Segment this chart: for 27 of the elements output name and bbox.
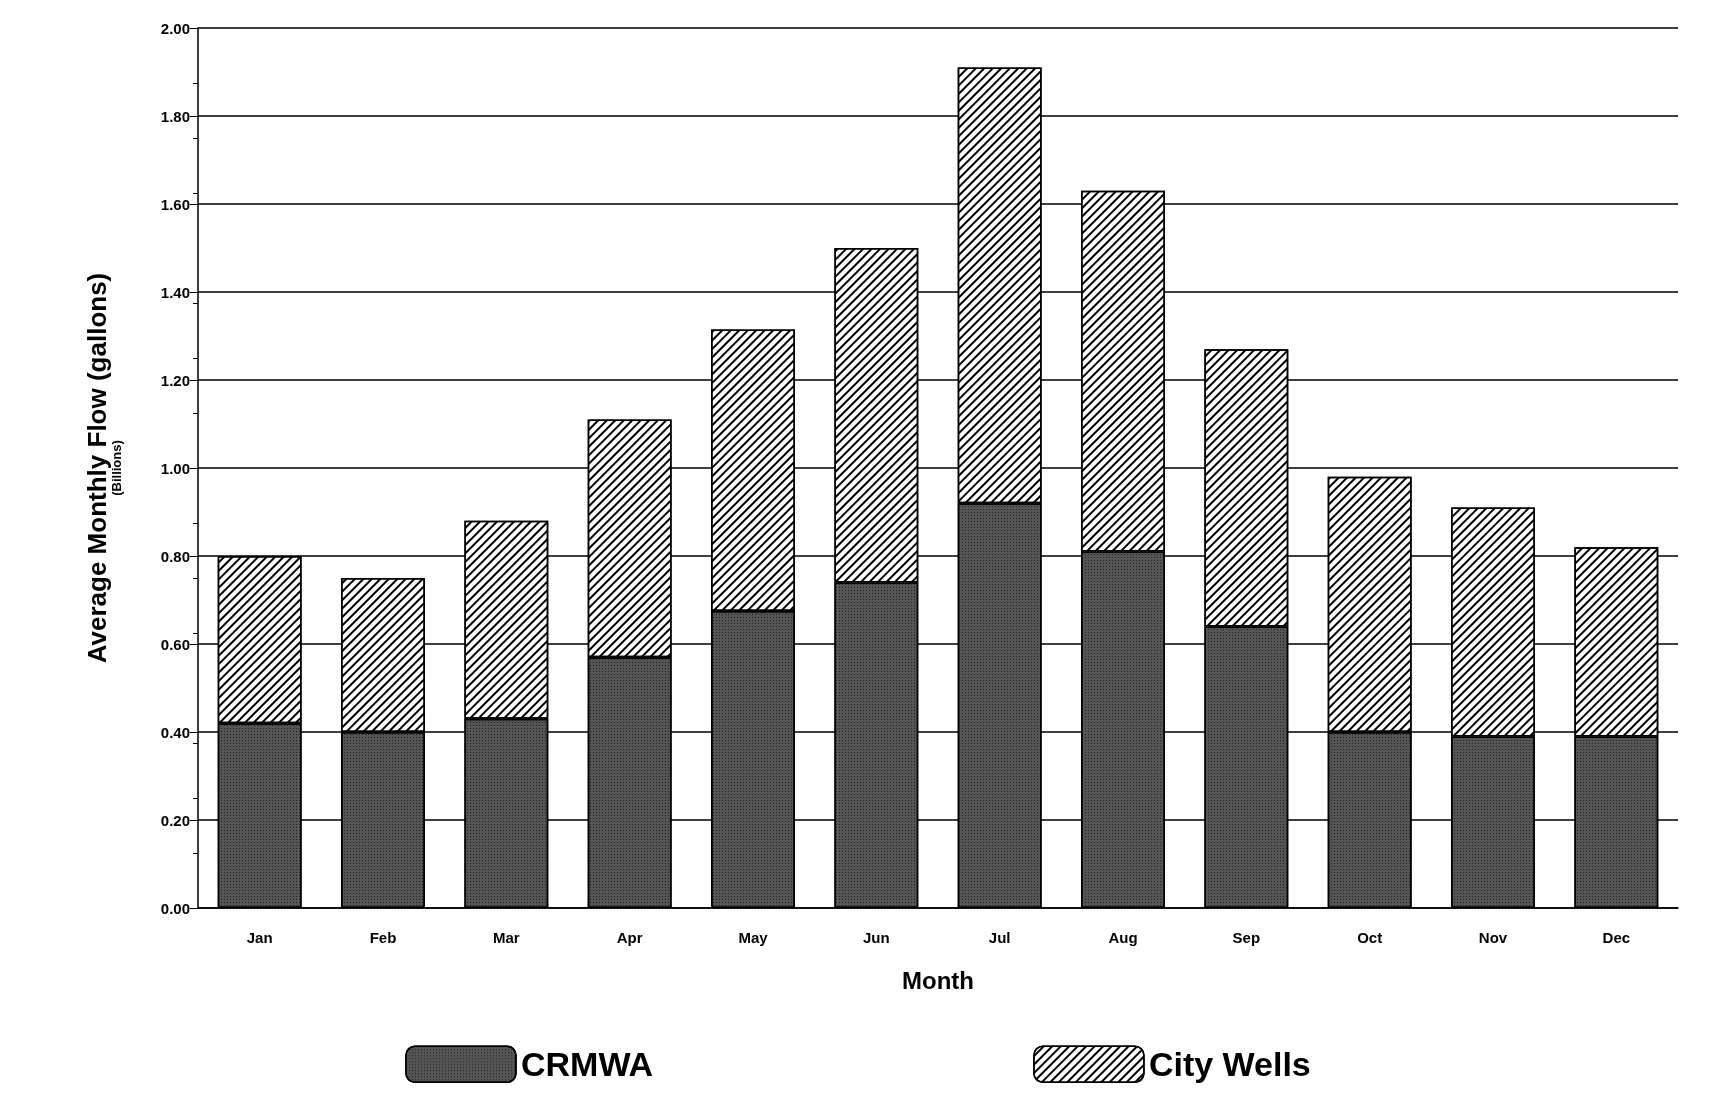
y-tick-label: 0.20 — [160, 811, 190, 829]
y-tick-label: 1.80 — [160, 107, 190, 125]
legend-label: City Wells — [1148, 1045, 1311, 1084]
x-tick-label: May — [738, 929, 769, 946]
x-tick-label: Feb — [369, 929, 397, 946]
x-tick-label: Dec — [1602, 929, 1631, 946]
legend-label: CRMWA — [520, 1045, 654, 1084]
x-tick-label: Oct — [1357, 929, 1383, 946]
y-tick-label: 1.20 — [160, 371, 190, 389]
x-tick-label: Mar — [492, 929, 520, 946]
y-tick-label: 1.60 — [160, 195, 190, 213]
y-tick-label: 1.00 — [160, 459, 190, 477]
x-tick-label: Apr — [616, 929, 643, 946]
y-tick-label: 0.60 — [160, 635, 190, 653]
x-tick-label: Jun — [863, 929, 890, 946]
y-tick-label: 1.40 — [160, 283, 190, 301]
y-tick-label: 0.00 — [160, 899, 190, 917]
x-tick-label: Jan — [246, 929, 273, 946]
x-axis-title: Month — [902, 966, 974, 994]
x-tick-label: Aug — [1108, 929, 1138, 946]
y-tick-label: 0.40 — [160, 723, 190, 741]
y-axis-title: Average Monthly Flow (gallons) (Billions) — [82, 272, 124, 664]
y-tick-label: 0.80 — [160, 547, 190, 565]
x-tick-label: Jul — [988, 929, 1011, 946]
x-tick-label: Nov — [1478, 929, 1508, 946]
y-tick-label: 2.00 — [160, 19, 190, 37]
x-tick-label: Sep — [1232, 929, 1261, 946]
